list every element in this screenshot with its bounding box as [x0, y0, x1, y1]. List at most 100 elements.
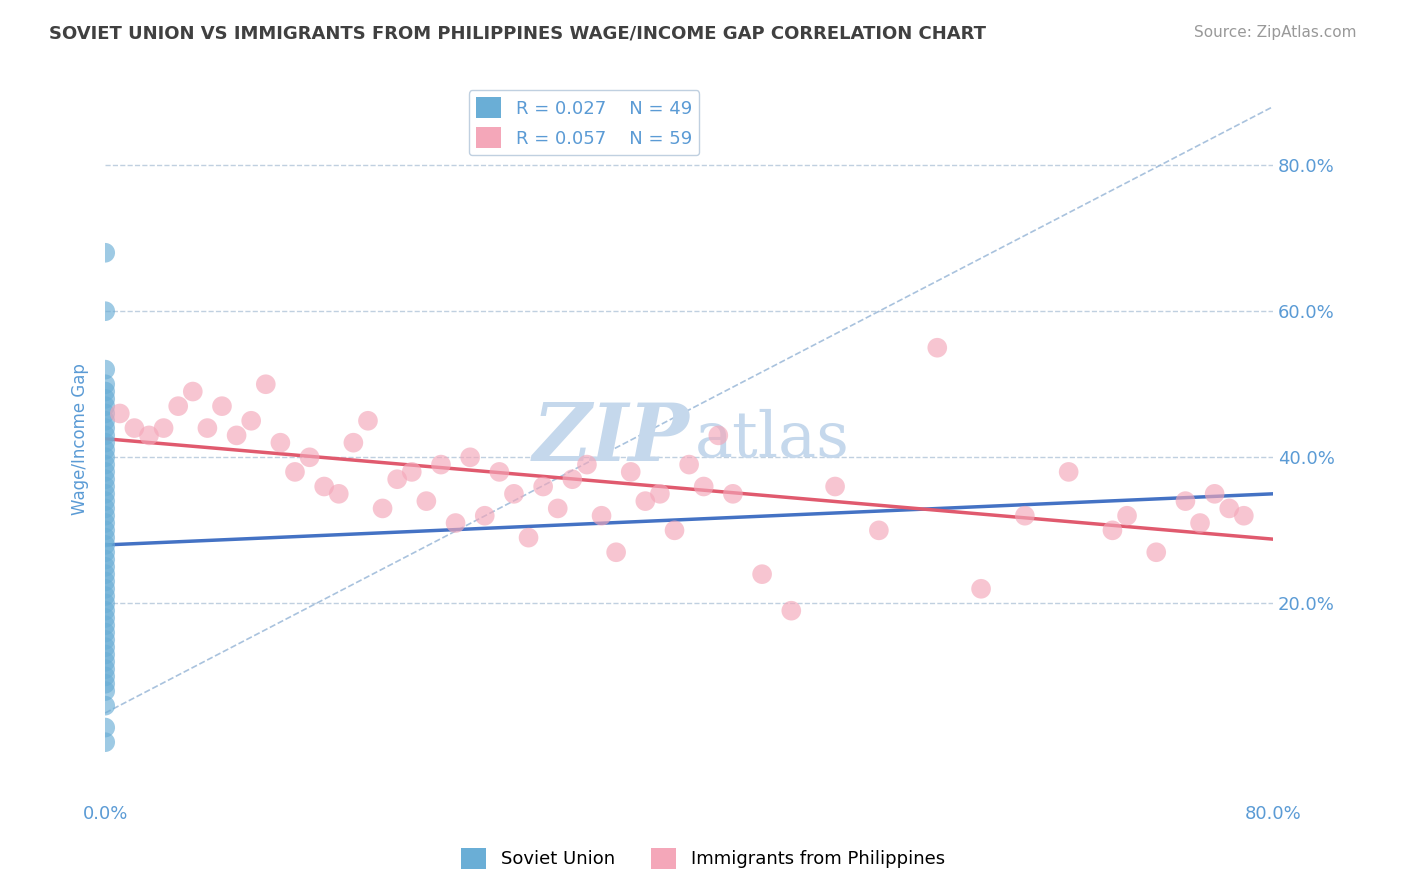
- Point: [1144, 545, 1167, 559]
- Point: [94, 465, 117, 479]
- Point: [503, 487, 526, 501]
- Point: [211, 399, 233, 413]
- Point: [94, 655, 117, 669]
- Point: [94, 487, 117, 501]
- Point: [94, 531, 117, 545]
- Point: [94, 494, 117, 508]
- Point: [94, 538, 117, 552]
- Point: [94, 632, 117, 647]
- Point: [531, 479, 554, 493]
- Point: [94, 618, 117, 632]
- Point: [1189, 516, 1212, 530]
- Point: [197, 421, 219, 435]
- Point: [138, 428, 160, 442]
- Text: Source: ZipAtlas.com: Source: ZipAtlas.com: [1194, 25, 1357, 40]
- Point: [547, 501, 569, 516]
- Point: [94, 245, 117, 260]
- Point: [648, 487, 671, 501]
- Point: [94, 698, 117, 713]
- Legend: Soviet Union, Immigrants from Philippines: Soviet Union, Immigrants from Philippine…: [454, 840, 952, 876]
- Point: [328, 487, 350, 501]
- Point: [94, 392, 117, 406]
- Point: [94, 524, 117, 538]
- Point: [94, 640, 117, 655]
- Point: [269, 435, 291, 450]
- Point: [94, 428, 117, 442]
- Point: [868, 524, 890, 538]
- Point: [575, 458, 598, 472]
- Point: [94, 399, 117, 413]
- Point: [1014, 508, 1036, 523]
- Point: [94, 567, 117, 582]
- Point: [94, 377, 117, 392]
- Point: [94, 458, 117, 472]
- Point: [152, 421, 174, 435]
- Point: [94, 677, 117, 691]
- Point: [94, 735, 117, 749]
- Legend: R = 0.027    N = 49, R = 0.057    N = 59: R = 0.027 N = 49, R = 0.057 N = 59: [468, 90, 699, 155]
- Point: [94, 501, 117, 516]
- Point: [458, 450, 481, 465]
- Point: [94, 304, 117, 318]
- Point: [474, 508, 496, 523]
- Point: [94, 589, 117, 603]
- Point: [780, 604, 803, 618]
- Point: [94, 721, 117, 735]
- Point: [94, 421, 117, 435]
- Point: [591, 508, 613, 523]
- Point: [240, 414, 263, 428]
- Point: [678, 458, 700, 472]
- Point: [1218, 501, 1240, 516]
- Point: [94, 559, 117, 574]
- Point: [94, 669, 117, 683]
- Point: [94, 450, 117, 465]
- Point: [634, 494, 657, 508]
- Point: [167, 399, 190, 413]
- Point: [1174, 494, 1197, 508]
- Point: [751, 567, 773, 582]
- Point: [94, 574, 117, 589]
- Point: [385, 472, 408, 486]
- Point: [721, 487, 744, 501]
- Point: [707, 428, 730, 442]
- Point: [94, 545, 117, 559]
- Point: [94, 684, 117, 698]
- Y-axis label: Wage/Income Gap: Wage/Income Gap: [72, 363, 89, 515]
- Point: [94, 662, 117, 676]
- Point: [415, 494, 437, 508]
- Point: [664, 524, 686, 538]
- Point: [94, 625, 117, 640]
- Point: [94, 611, 117, 625]
- Point: [94, 362, 117, 376]
- Point: [357, 414, 380, 428]
- Point: [693, 479, 716, 493]
- Point: [94, 407, 117, 421]
- Point: [94, 472, 117, 486]
- Point: [824, 479, 846, 493]
- Point: [1204, 487, 1226, 501]
- Text: ZIP: ZIP: [533, 401, 689, 478]
- Point: [371, 501, 394, 516]
- Point: [94, 552, 117, 566]
- Point: [970, 582, 993, 596]
- Point: [94, 442, 117, 457]
- Point: [401, 465, 423, 479]
- Point: [927, 341, 949, 355]
- Point: [94, 508, 117, 523]
- Text: SOVIET UNION VS IMMIGRANTS FROM PHILIPPINES WAGE/INCOME GAP CORRELATION CHART: SOVIET UNION VS IMMIGRANTS FROM PHILIPPI…: [49, 25, 986, 43]
- Point: [517, 531, 540, 545]
- Point: [488, 465, 510, 479]
- Point: [225, 428, 247, 442]
- Point: [94, 516, 117, 530]
- Point: [94, 596, 117, 610]
- Point: [181, 384, 204, 399]
- Point: [314, 479, 336, 493]
- Point: [444, 516, 467, 530]
- Point: [430, 458, 453, 472]
- Point: [605, 545, 627, 559]
- Point: [124, 421, 146, 435]
- Point: [620, 465, 643, 479]
- Point: [284, 465, 307, 479]
- Text: atlas: atlas: [695, 409, 849, 469]
- Point: [94, 435, 117, 450]
